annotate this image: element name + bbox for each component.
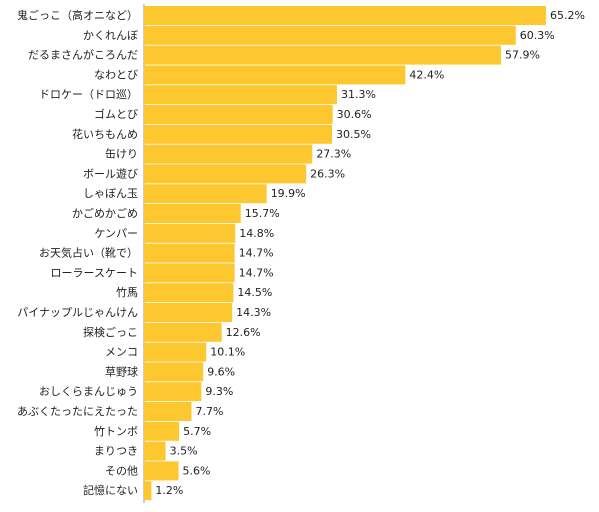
value-label: 30.6% xyxy=(337,108,372,121)
value-label: 12.6% xyxy=(226,326,261,339)
category-label: あぶくたったにえたった xyxy=(17,405,138,418)
value-label: 14.7% xyxy=(239,247,274,260)
bar xyxy=(144,402,192,421)
value-label: 57.9% xyxy=(505,49,540,62)
bar xyxy=(144,184,267,204)
value-label: 14.8% xyxy=(239,227,274,240)
value-label: 14.3% xyxy=(236,306,271,319)
category-label: 竹トンボ xyxy=(94,424,138,438)
value-label: 60.3% xyxy=(520,29,555,42)
bar xyxy=(144,223,236,243)
bar xyxy=(144,243,235,263)
category-label: 探検ごっこ xyxy=(83,325,138,339)
category-label: しゃぼん玉 xyxy=(83,187,138,200)
bar xyxy=(144,441,166,461)
category-label: お天気占い（靴で） xyxy=(39,246,138,260)
category-label: ケンパー xyxy=(94,227,138,240)
category-label: おしくらまんじゅう xyxy=(39,385,138,398)
bar xyxy=(144,144,313,164)
bar xyxy=(144,65,406,85)
value-label: 5.6% xyxy=(183,464,211,477)
category-label: 竹馬 xyxy=(116,285,138,299)
bar xyxy=(144,421,180,441)
bars-group xyxy=(144,6,546,501)
category-label: 花いちもんめ xyxy=(72,128,138,141)
category-label: かくれんぼ xyxy=(83,29,138,42)
category-label: ローラースケート xyxy=(51,266,138,279)
bar xyxy=(144,283,234,303)
category-label: 缶けり xyxy=(105,147,138,161)
bar xyxy=(144,6,546,25)
value-label: 1.2% xyxy=(155,484,183,497)
bar xyxy=(144,303,233,322)
value-label: 14.5% xyxy=(237,286,272,299)
category-label: その他 xyxy=(105,464,138,477)
value-label: 31.3% xyxy=(341,88,376,101)
bar xyxy=(144,362,204,382)
bar xyxy=(144,124,333,144)
category-label: ボール遊び xyxy=(83,166,138,180)
bar xyxy=(144,342,207,362)
bar xyxy=(144,25,516,45)
value-label: 30.5% xyxy=(336,128,371,141)
value-label: 42.4% xyxy=(409,68,444,81)
category-label: まりつき xyxy=(94,445,138,458)
category-label: 鬼ごっこ（高オニなど） xyxy=(17,8,138,22)
bar xyxy=(144,45,501,65)
bar xyxy=(144,164,307,184)
bar xyxy=(144,85,337,105)
value-label: 5.7% xyxy=(183,425,211,438)
bar xyxy=(144,481,152,501)
category-label: なわとび xyxy=(94,68,138,81)
value-label: 14.7% xyxy=(239,266,274,279)
value-label: 15.7% xyxy=(245,207,280,220)
value-label: 10.1% xyxy=(210,346,245,359)
bar xyxy=(144,204,241,223)
category-label: 記憶にない xyxy=(83,483,138,497)
value-label: 3.5% xyxy=(170,445,198,458)
bar xyxy=(144,105,333,124)
category-label: だるまさんがころんだ xyxy=(28,48,138,62)
bar xyxy=(144,322,222,342)
value-label: 65.2% xyxy=(550,9,585,22)
value-label: 19.9% xyxy=(271,187,306,200)
bar xyxy=(144,382,202,402)
value-label: 9.3% xyxy=(205,385,233,398)
value-label: 9.6% xyxy=(207,365,235,378)
category-label: メンコ xyxy=(105,346,138,359)
value-label: 26.3% xyxy=(310,167,345,180)
value-labels-group: 65.2% 60.3% 57.9% 42.4% 31.3% 30.6% 30.5% 27.3%… xyxy=(155,9,585,497)
category-label: ゴムとび xyxy=(94,107,138,121)
category-label: ドロケー（ドロ巡） xyxy=(39,88,138,101)
category-label: かごめかごめ xyxy=(72,206,138,220)
value-label: 27.3% xyxy=(316,148,351,161)
category-label: パイナップルじゃんけん xyxy=(17,306,138,319)
value-label: 7.7% xyxy=(195,405,223,418)
bar xyxy=(144,263,235,283)
category-label: 草野球 xyxy=(105,364,138,378)
bar xyxy=(144,461,179,481)
